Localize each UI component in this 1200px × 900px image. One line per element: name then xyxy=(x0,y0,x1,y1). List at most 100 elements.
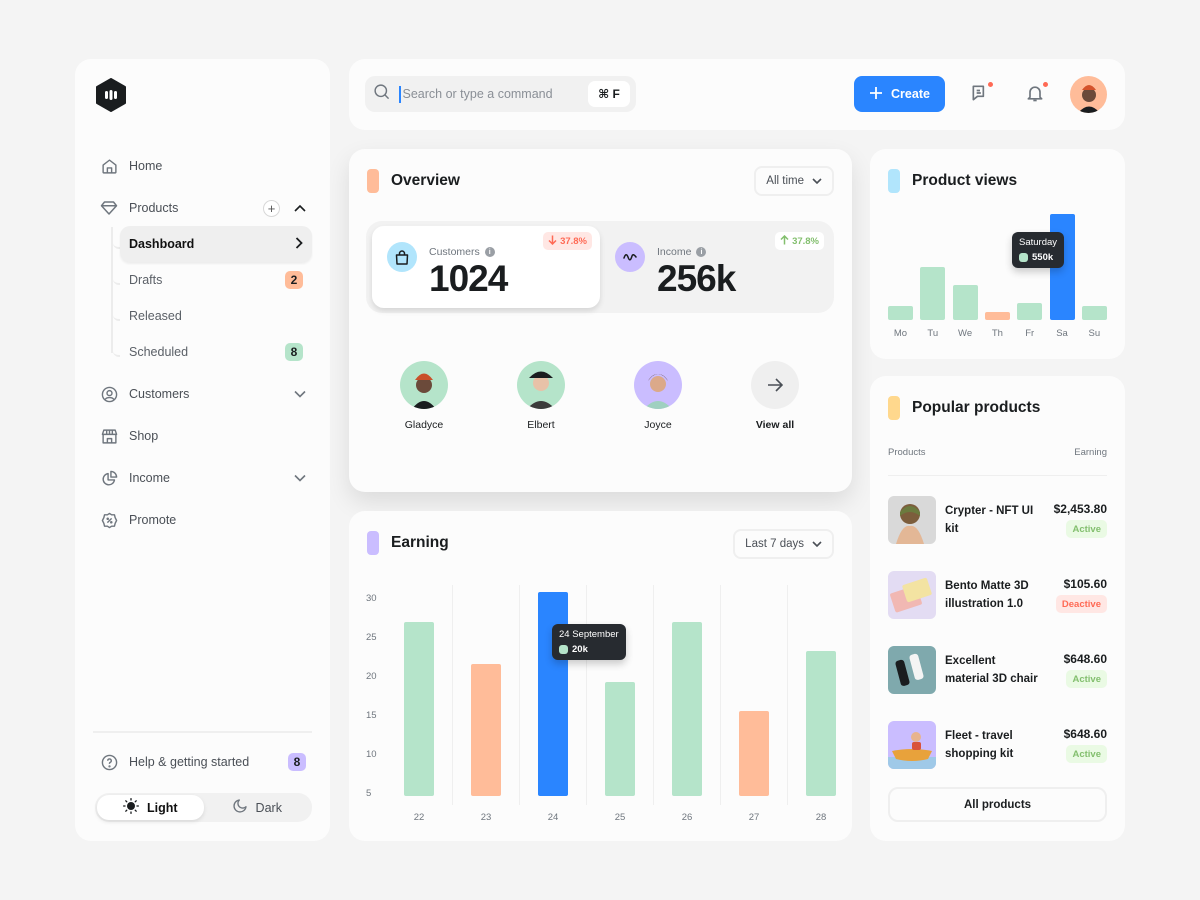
customer-elbert[interactable]: Elbert xyxy=(496,361,586,431)
chevron-up-icon[interactable] xyxy=(294,201,306,215)
product-views-title: Product views xyxy=(888,169,1017,193)
sidebar-item-label: Help & getting started xyxy=(129,755,250,769)
product-row[interactable]: Fleet - travel shopping kit $648.60 Acti… xyxy=(888,721,1107,769)
app-logo[interactable] xyxy=(95,78,127,112)
stat-label-text: Income xyxy=(657,246,692,258)
status-badge: Active xyxy=(1066,745,1107,763)
earning-period-dropdown[interactable]: Last 7 days xyxy=(733,529,834,559)
info-icon[interactable]: i xyxy=(696,247,707,257)
x-axis-tick: 23 xyxy=(480,812,492,823)
sidebar-item-products[interactable]: Products + xyxy=(99,190,306,226)
earning-bar-25[interactable] xyxy=(605,681,635,796)
search-icon xyxy=(373,83,390,105)
earning-bar-28[interactable] xyxy=(806,651,836,796)
all-products-button[interactable]: All products xyxy=(888,787,1107,822)
bell-icon xyxy=(1025,86,1045,107)
earning-bar-27[interactable] xyxy=(739,711,769,796)
product-name: Excellent material 3D chair xyxy=(945,655,1038,685)
earning-bar-26[interactable] xyxy=(672,622,702,796)
product-thumbnail xyxy=(888,646,936,694)
overview-title: Overview xyxy=(367,169,460,193)
add-product-button[interactable]: + xyxy=(263,199,280,217)
chevron-down-icon[interactable] xyxy=(294,474,306,482)
create-button[interactable]: Create xyxy=(854,76,945,112)
customer-name: Elbert xyxy=(527,419,555,431)
moon-icon xyxy=(232,798,248,817)
view-all-label: View all xyxy=(755,419,795,431)
sidebar-subitem-released[interactable]: Released xyxy=(120,298,312,334)
grid-line xyxy=(519,585,520,805)
sidebar-item-label: Income xyxy=(129,471,170,485)
status-badge: Deactive xyxy=(1055,595,1107,613)
sidebar-item-help[interactable]: Help & getting started 8 xyxy=(99,744,306,780)
title-marker xyxy=(367,169,379,193)
views-bar-Su[interactable] xyxy=(1081,305,1107,320)
theme-dark-label: Dark xyxy=(255,800,282,815)
search-shortcut-hint: ⌘ F xyxy=(588,81,630,107)
tree-line xyxy=(111,227,113,353)
x-axis-tick: Tu xyxy=(927,328,939,339)
messages-button[interactable] xyxy=(970,81,994,105)
sidebar-subitem-dashboard[interactable]: Dashboard xyxy=(120,226,312,262)
views-bar-We[interactable] xyxy=(952,284,978,320)
product-name: Bento Matte 3D illustration 1.0 xyxy=(945,580,1029,610)
product-row[interactable]: Excellent material 3D chair $648.60 Acti… xyxy=(888,646,1107,694)
customer-gladyce[interactable]: Gladyce xyxy=(379,361,469,431)
stat-customers[interactable]: Customers i 1024 37.8% xyxy=(372,226,600,308)
x-axis-tick: 26 xyxy=(681,812,693,823)
sidebar-item-shop[interactable]: Shop xyxy=(99,418,306,454)
theme-light-option[interactable]: Light xyxy=(97,795,204,820)
views-bar-Fr[interactable] xyxy=(1017,303,1043,320)
search-box[interactable]: ⌘ F xyxy=(365,76,636,112)
sidebar-item-income[interactable]: Income xyxy=(99,460,306,496)
unread-dot xyxy=(1042,81,1049,88)
theme-toggle: Light Dark xyxy=(95,793,312,822)
dropdown-value: Last 7 days xyxy=(745,538,804,550)
product-row[interactable]: Bento Matte 3D illustration 1.0 $105.60 … xyxy=(888,571,1107,619)
y-axis-tick: 5 xyxy=(366,788,372,799)
user-avatar[interactable] xyxy=(1070,76,1107,113)
stat-income[interactable]: Income i 256k 37.8% xyxy=(600,226,828,308)
views-bar-Tu[interactable] xyxy=(920,267,946,320)
earning-title: Earning xyxy=(367,531,449,555)
activity-icon xyxy=(615,242,645,272)
product-row[interactable]: Crypter - NFT UI kit $2,453.80 Active xyxy=(888,496,1107,544)
sidebar-item-home[interactable]: Home xyxy=(99,148,306,184)
sidebar-item-label: Promote xyxy=(129,513,177,527)
views-bar-Th[interactable] xyxy=(984,311,1010,320)
tooltip-value: 20k xyxy=(572,644,588,655)
chevron-down-icon[interactable] xyxy=(294,390,306,398)
plus-icon xyxy=(869,86,883,103)
product-price: $105.60 xyxy=(1063,577,1107,591)
y-axis-tick: 10 xyxy=(366,749,377,760)
sidebar-item-promote[interactable]: Promote xyxy=(99,502,306,538)
theme-dark-option[interactable]: Dark xyxy=(204,795,311,820)
earning-bar-23[interactable] xyxy=(471,663,501,796)
trend-badge-down: 37.8% xyxy=(543,232,592,250)
view-all-customers-button[interactable]: View all xyxy=(730,361,820,431)
earning-bar-22[interactable] xyxy=(404,622,434,796)
trend-value: 37.8% xyxy=(792,235,819,247)
sidebar-subitem-scheduled[interactable]: Scheduled 8 xyxy=(120,334,312,370)
info-icon[interactable]: i xyxy=(484,247,495,257)
popular-products-title: Popular products xyxy=(888,396,1040,420)
customer-joyce[interactable]: Joyce xyxy=(613,361,703,431)
chevron-right-icon xyxy=(295,236,303,252)
sidebar-subitem-drafts[interactable]: Drafts 2 xyxy=(120,262,312,298)
overview-title-text: Overview xyxy=(391,172,460,189)
y-axis-tick: 25 xyxy=(366,632,377,643)
tree-connector xyxy=(113,311,120,321)
x-axis-tick: Sa xyxy=(1056,328,1068,339)
views-tooltip: Saturday 550k xyxy=(1012,232,1065,268)
views-bar-Mo[interactable] xyxy=(888,305,913,320)
grid-line xyxy=(653,585,654,805)
sidebar-item-customers[interactable]: Customers xyxy=(99,376,306,412)
notifications-button[interactable] xyxy=(1025,81,1049,107)
product-thumbnail xyxy=(888,496,936,544)
earning-bar-24[interactable] xyxy=(538,591,568,796)
stat-label: Income i xyxy=(657,246,707,258)
x-axis-tick: Th xyxy=(991,328,1003,339)
search-input[interactable] xyxy=(402,87,583,101)
grid-line xyxy=(586,585,587,805)
overview-period-dropdown[interactable]: All time xyxy=(754,166,834,196)
